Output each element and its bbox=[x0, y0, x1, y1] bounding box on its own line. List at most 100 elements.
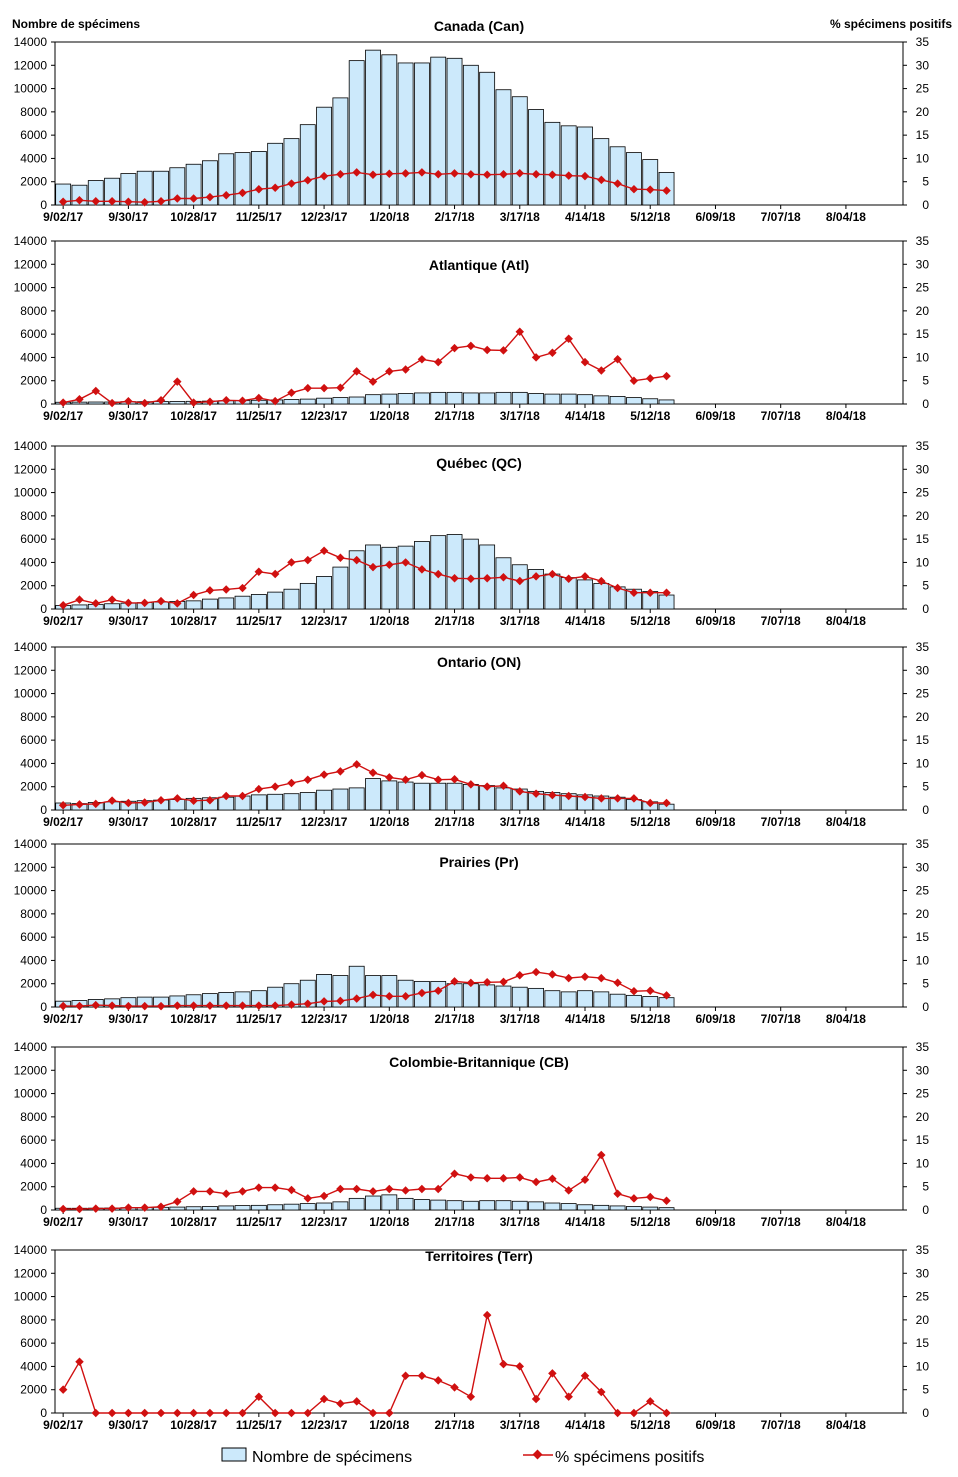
left-tick-label: 10000 bbox=[14, 281, 48, 295]
left-tick-label: 10000 bbox=[14, 884, 48, 898]
right-tick-label: 20 bbox=[916, 710, 930, 724]
bar bbox=[577, 394, 593, 405]
line-point bbox=[91, 386, 101, 396]
bar bbox=[495, 89, 512, 206]
x-tick-label: 1/20/18 bbox=[369, 1012, 409, 1026]
line-point bbox=[466, 1173, 476, 1182]
right-tick-label: 10 bbox=[916, 151, 930, 165]
x-tick-label: 2/17/18 bbox=[435, 815, 475, 829]
left-tick-label: 2000 bbox=[20, 175, 47, 189]
x-tick-label: 9/02/17 bbox=[43, 1215, 83, 1229]
line-point bbox=[270, 782, 280, 791]
bar bbox=[626, 1206, 642, 1211]
line-point bbox=[597, 1150, 606, 1160]
line-point bbox=[564, 973, 573, 983]
bar bbox=[283, 1203, 300, 1211]
left-tick-label: 10000 bbox=[14, 1087, 48, 1101]
line-point bbox=[303, 775, 313, 784]
line-point bbox=[156, 795, 166, 805]
chart-panel: Canada (Can) 0 2000 4000 6000 8000 10000 12000 1… bbox=[14, 18, 930, 224]
line-point bbox=[107, 1204, 117, 1213]
x-tick-label: 4/14/18 bbox=[565, 1012, 605, 1026]
x-tick-label: 12/23/17 bbox=[301, 1012, 348, 1026]
left-tick-label: 6000 bbox=[20, 1133, 47, 1147]
line-point bbox=[287, 1408, 296, 1418]
x-tick-label: 10/28/17 bbox=[170, 210, 217, 224]
line-point bbox=[58, 398, 68, 407]
right-tick-label: 15 bbox=[916, 327, 930, 341]
bar bbox=[381, 393, 398, 405]
chart-panels: Canada (Can)0200040006000800010000120001… bbox=[14, 18, 930, 1432]
line-point bbox=[466, 780, 476, 789]
line-point bbox=[238, 188, 247, 198]
left-tick-label: 8000 bbox=[20, 304, 47, 318]
left-tick-label: 4000 bbox=[20, 1359, 47, 1373]
bar bbox=[446, 1200, 463, 1211]
line-point bbox=[336, 996, 345, 1006]
line-point bbox=[205, 586, 215, 595]
line-point bbox=[580, 1371, 590, 1380]
chart-title: Prairies (Pr) bbox=[439, 854, 518, 870]
line-point bbox=[254, 1392, 264, 1401]
chart-title: Atlantique (Atl) bbox=[429, 257, 529, 273]
line-point bbox=[270, 396, 280, 406]
bar bbox=[642, 398, 659, 405]
x-tick-label: 8/04/18 bbox=[826, 1418, 866, 1432]
line-point bbox=[515, 169, 524, 178]
bar bbox=[267, 1204, 284, 1211]
x-tick-label: 5/12/18 bbox=[630, 1418, 670, 1432]
line-point bbox=[303, 555, 313, 565]
right-tick-label: 5 bbox=[922, 175, 929, 189]
bar bbox=[234, 595, 251, 610]
line-point bbox=[515, 1362, 525, 1371]
line-point bbox=[499, 346, 508, 355]
line-point bbox=[75, 1001, 84, 1011]
x-tick-label: 5/12/18 bbox=[630, 1215, 670, 1229]
x-tick-label: 3/17/18 bbox=[500, 1012, 540, 1026]
bar bbox=[577, 579, 593, 610]
line-point bbox=[91, 599, 101, 608]
bar bbox=[267, 591, 284, 610]
bar bbox=[348, 787, 365, 811]
line-point bbox=[548, 348, 557, 358]
line-point bbox=[75, 395, 84, 404]
line-point bbox=[433, 1184, 443, 1194]
bar bbox=[365, 394, 381, 405]
line-point bbox=[319, 770, 329, 779]
line-point bbox=[434, 170, 443, 179]
right-tick-label: 20 bbox=[916, 509, 930, 523]
x-tick-label: 8/04/18 bbox=[826, 614, 866, 628]
right-tick-label: 5 bbox=[922, 374, 929, 388]
line-point bbox=[173, 1408, 182, 1418]
line-point bbox=[385, 1184, 394, 1194]
line-point bbox=[205, 795, 215, 805]
bar bbox=[446, 983, 463, 1008]
line-point bbox=[548, 790, 557, 800]
line-point bbox=[205, 1187, 215, 1196]
x-tick-label: 5/12/18 bbox=[630, 1012, 670, 1026]
x-tick-label: 7/07/18 bbox=[761, 409, 801, 423]
line-point bbox=[124, 1001, 133, 1011]
line-point bbox=[303, 999, 312, 1008]
left-tick-label: 0 bbox=[40, 602, 47, 616]
right-tick-label: 5 bbox=[922, 579, 929, 593]
x-tick-label: 10/28/17 bbox=[170, 1418, 217, 1432]
x-tick-label: 2/17/18 bbox=[435, 1418, 475, 1432]
right-tick-label: 0 bbox=[922, 198, 929, 212]
line-point bbox=[205, 397, 215, 406]
line-point bbox=[645, 588, 655, 597]
bar bbox=[577, 1204, 593, 1211]
bar bbox=[544, 393, 561, 405]
chart-panel: Territoires (Terr) 0 2000 4000 6000 8000 10000… bbox=[14, 1243, 930, 1432]
line-point bbox=[124, 598, 133, 608]
line-point bbox=[385, 367, 394, 376]
line-point bbox=[173, 194, 182, 203]
line-point bbox=[531, 789, 541, 798]
line-point bbox=[319, 383, 329, 393]
right-tick-label: 35 bbox=[916, 439, 930, 453]
right-tick-label: 10 bbox=[916, 953, 930, 967]
line-point bbox=[91, 1408, 101, 1418]
right-tick-label: 20 bbox=[916, 907, 930, 921]
line-point bbox=[58, 601, 68, 610]
line-point bbox=[140, 398, 149, 408]
